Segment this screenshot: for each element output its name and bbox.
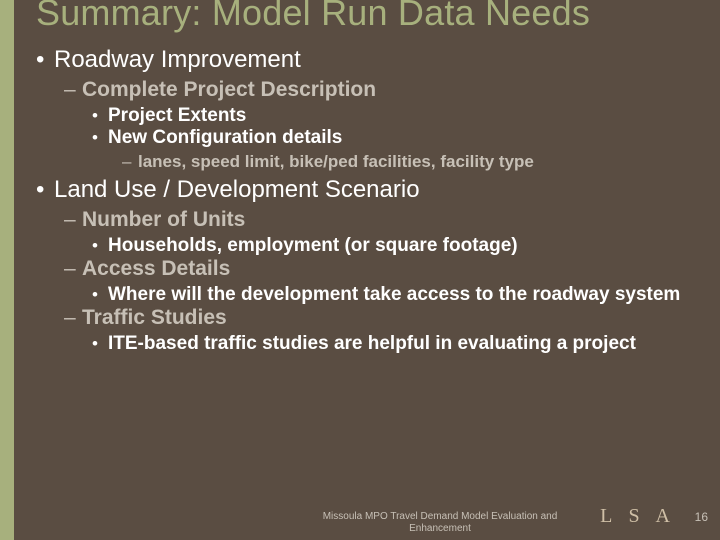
bullet-dot: • (92, 128, 108, 148)
l3-label: ITE-based traffic studies are helpful in… (108, 333, 698, 355)
slide-body: Summary: Model Run Data Needs • Roadway … (14, 0, 720, 540)
l2-label: Complete Project Description (82, 78, 698, 103)
l1-landuse: • Land Use / Development Scenario – Numb… (36, 176, 698, 356)
l2-access: – Access Details • Where will the develo… (64, 257, 698, 306)
l3-label: Households, employment (or square footag… (108, 235, 698, 257)
bullet-dot: • (92, 334, 108, 354)
l3-units-detail: • Households, employment (or square foot… (92, 235, 698, 257)
l2-label: Access Details (82, 257, 698, 282)
l3-extents: • Project Extents (92, 105, 698, 127)
l1-roadway: • Roadway Improvement – Complete Project… (36, 46, 698, 172)
bullet-dash: – (64, 78, 82, 102)
bullet-dot: • (92, 106, 108, 126)
page-number: 16 (695, 510, 708, 524)
l2-traffic: – Traffic Studies • ITE-based traffic st… (64, 306, 698, 355)
l4-label: lanes, speed limit, bike/ped facilities,… (138, 152, 698, 172)
l4-config-detail: – lanes, speed limit, bike/ped facilitie… (122, 152, 698, 172)
bullet-dot: • (36, 176, 54, 204)
footer-center: Missoula MPO Travel Demand Model Evaluat… (300, 511, 580, 534)
l3-config: • New Configuration details – lanes, spe… (92, 127, 698, 171)
l3-traffic-detail: • ITE-based traffic studies are helpful … (92, 333, 698, 355)
bullet-dot: • (36, 46, 54, 74)
footer-logo: L S A (600, 505, 676, 528)
l3-access-detail: • Where will the development take access… (92, 284, 698, 306)
bullet-dash: – (122, 152, 138, 172)
l2-complete-desc: – Complete Project Description • Project… (64, 78, 698, 172)
slide-title: Summary: Model Run Data Needs (36, 0, 698, 32)
l2-label: Traffic Studies (82, 306, 698, 331)
bullet-list: • Roadway Improvement – Complete Project… (36, 46, 698, 356)
l1-label: Roadway Improvement (54, 46, 698, 74)
l3-label: Where will the development take access t… (108, 284, 698, 306)
footer: Missoula MPO Travel Demand Model Evaluat… (0, 502, 720, 534)
accent-band (0, 0, 14, 540)
bullet-dot: • (92, 236, 108, 256)
bullet-dash: – (64, 208, 82, 232)
l3-label: New Configuration details (108, 127, 698, 149)
l2-label: Number of Units (82, 208, 698, 233)
l3-label: Project Extents (108, 105, 698, 127)
bullet-dot: • (92, 285, 108, 305)
bullet-dash: – (64, 257, 82, 281)
bullet-dash: – (64, 306, 82, 330)
l1-label: Land Use / Development Scenario (54, 176, 698, 204)
l2-units: – Number of Units • Households, employme… (64, 208, 698, 257)
